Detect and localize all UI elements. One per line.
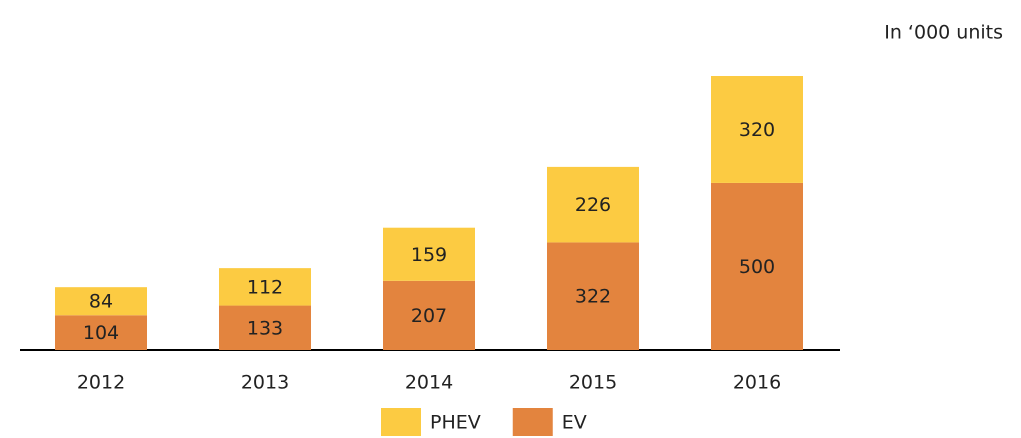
bar-segment — [219, 268, 311, 306]
x-tick-label: 2013 — [241, 372, 289, 394]
x-tick-label: 2016 — [733, 372, 781, 394]
bar-segment — [383, 227, 475, 281]
x-tick-label: 2015 — [569, 372, 617, 394]
legend-label: PHEV — [430, 412, 481, 434]
data-label: 207 — [411, 305, 447, 327]
bar-segment — [711, 182, 803, 350]
legend-label: EV — [562, 412, 587, 434]
bar-segment — [711, 76, 803, 183]
data-label: 84 — [89, 291, 113, 313]
x-tick-label: 2012 — [77, 372, 125, 394]
bar-segment — [55, 315, 147, 350]
bar-segment — [219, 305, 311, 350]
bar-segment — [55, 287, 147, 316]
data-label: 322 — [575, 286, 611, 308]
data-label: 112 — [247, 276, 283, 298]
legend-swatch — [512, 408, 553, 436]
legend-swatch — [381, 408, 421, 436]
data-label: 133 — [247, 317, 283, 339]
data-label: 320 — [739, 119, 775, 141]
data-label: 159 — [411, 244, 447, 266]
bar-segment — [547, 166, 639, 243]
data-label: 500 — [739, 256, 775, 278]
data-label: 104 — [83, 322, 119, 344]
x-tick-label: 2014 — [405, 372, 453, 394]
bar-segment — [547, 242, 639, 350]
bar-segment — [383, 280, 475, 350]
data-label: 226 — [575, 194, 611, 216]
subtitle: In ‘000 units — [884, 22, 1003, 44]
